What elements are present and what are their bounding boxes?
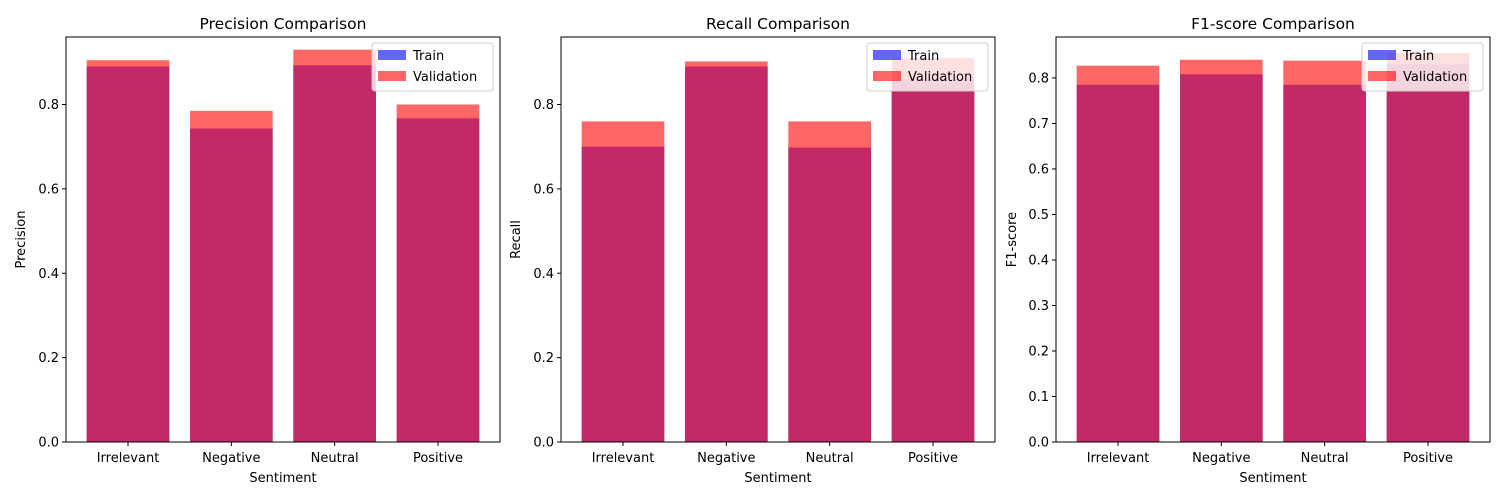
- y-axis-label: Precision: [14, 210, 29, 268]
- y-tick-label: 0.8: [533, 98, 554, 113]
- bar-validation-irrelevant: [581, 121, 665, 443]
- x-tick-label: Positive: [413, 451, 463, 466]
- y-tick-label: 0.7: [1028, 117, 1049, 132]
- y-tick-label: 0.4: [1028, 253, 1049, 268]
- legend-label-train: Train: [412, 49, 444, 64]
- bar-validation-negative: [685, 61, 768, 442]
- bar-validation-positive: [1386, 52, 1470, 443]
- y-tick-label: 0.0: [38, 436, 59, 451]
- y-axis-label: Recall: [509, 220, 524, 259]
- x-axis-label: Sentiment: [249, 471, 316, 486]
- y-tick-label: 0.1: [1028, 390, 1049, 405]
- y-tick-label: 0.6: [533, 182, 554, 197]
- x-tick-label: Irrelevant: [592, 451, 655, 466]
- legend-label-validation: Validation: [1403, 70, 1467, 85]
- chart-title: Recall Comparison: [706, 15, 850, 33]
- bars: [581, 58, 975, 443]
- legend-swatch-train: [378, 50, 406, 60]
- legend-swatch-validation: [1368, 71, 1396, 81]
- y-axis-label: F1-score: [1005, 212, 1020, 267]
- y-tick-label: 0.2: [533, 351, 554, 366]
- plot-frame: [1055, 36, 1491, 443]
- bars: [1076, 52, 1470, 443]
- bar-validation-irrelevant: [1076, 65, 1160, 443]
- y-tick-label: 0.8: [1028, 71, 1049, 86]
- chart-title: Precision Comparison: [200, 15, 367, 33]
- x-tick-label: Neutral: [1301, 451, 1349, 466]
- y-tick-label: 0.0: [1028, 436, 1049, 451]
- x-axis-label: Sentiment: [744, 471, 811, 486]
- recall-chart: Recall Comparison Sentiment Recall 0.0 0.…: [509, 15, 996, 486]
- bar-validation-positive: [891, 58, 975, 443]
- bar-validation-negative: [1180, 59, 1263, 442]
- bars: [86, 49, 480, 443]
- legend-label-train: Train: [907, 49, 939, 64]
- chart-title: F1-score Comparison: [1191, 15, 1355, 33]
- legend-label-validation: Validation: [413, 70, 477, 85]
- bar-validation-neutral: [293, 49, 376, 442]
- bar-validation-negative: [190, 110, 273, 442]
- x-tick-label: Neutral: [311, 451, 359, 466]
- x-tick-label: Irrelevant: [97, 451, 160, 466]
- x-tick-label: Negative: [202, 451, 260, 466]
- legend-swatch-validation: [378, 71, 406, 81]
- y-tick-label: 0.2: [1028, 344, 1049, 359]
- bar-validation-positive: [396, 104, 480, 442]
- legend: Train Validation: [866, 42, 989, 92]
- bar-validation-neutral: [788, 121, 871, 443]
- f1-score-chart: F1-score Comparison Sentiment F1-score 0…: [1005, 15, 1491, 486]
- bar-validation-irrelevant: [86, 60, 170, 442]
- legend: Train Validation: [1361, 42, 1484, 92]
- y-tick-label: 0.4: [38, 267, 59, 282]
- x-tick-label: Neutral: [806, 451, 854, 466]
- y-tick-label: 0.2: [38, 351, 59, 366]
- plot-frame: [65, 36, 501, 443]
- x-tick-label: Positive: [1403, 451, 1453, 466]
- x-tick-label: Negative: [697, 451, 755, 466]
- x-axis-label: Sentiment: [1239, 471, 1306, 486]
- legend-swatch-validation: [873, 71, 901, 81]
- x-tick-label: Irrelevant: [1087, 451, 1150, 466]
- y-tick-label: 0.6: [38, 182, 59, 197]
- legend-label-validation: Validation: [908, 70, 972, 85]
- x-tick-label: Positive: [908, 451, 958, 466]
- y-tick-label: 0.5: [1028, 208, 1049, 223]
- y-tick-label: 0.4: [533, 267, 554, 282]
- legend-swatch-train: [873, 50, 901, 60]
- legend: Train Validation: [371, 42, 494, 92]
- plot-frame: [560, 36, 996, 443]
- legend-swatch-train: [1368, 50, 1396, 60]
- y-tick-label: 0.6: [1028, 162, 1049, 177]
- x-tick-label: Negative: [1192, 451, 1250, 466]
- y-tick-label: 0.0: [533, 436, 554, 451]
- legend-label-train: Train: [1402, 49, 1434, 64]
- precision-chart: Precision Comparison Sentiment Precision…: [14, 15, 501, 486]
- y-tick-label: 0.3: [1028, 299, 1049, 314]
- bar-validation-neutral: [1283, 60, 1366, 442]
- y-tick-label: 0.8: [38, 98, 59, 113]
